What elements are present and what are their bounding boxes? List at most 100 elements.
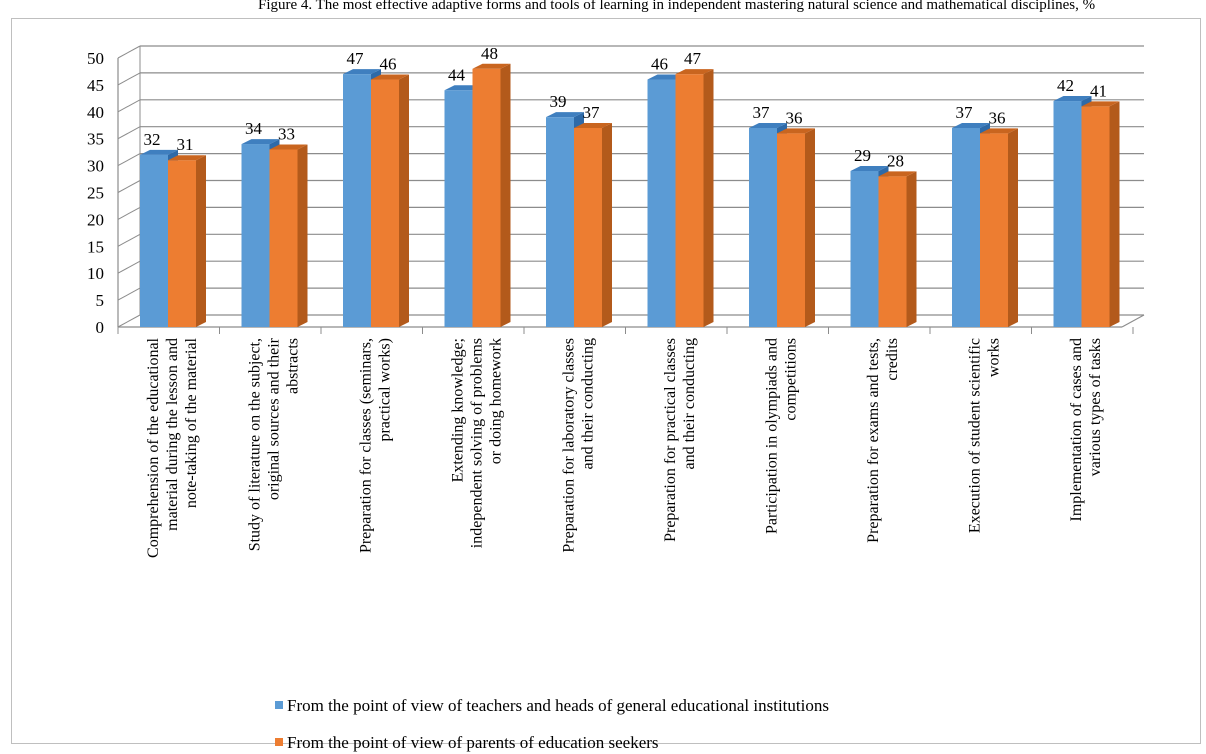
data-label: 32 bbox=[144, 130, 161, 149]
bar-top bbox=[574, 122, 612, 128]
bar-top bbox=[343, 69, 381, 75]
y-tick-label: 30 bbox=[87, 157, 104, 176]
legend-item-teachers: From the point of view of teachers and h… bbox=[275, 695, 829, 717]
bar-front bbox=[850, 170, 879, 327]
x-category-label: Preparation for practical classes and the… bbox=[662, 338, 698, 542]
bar-front bbox=[952, 127, 980, 327]
figure-caption: Figure 4. The most effective adaptive fo… bbox=[0, 0, 1206, 16]
data-label: 34 bbox=[245, 119, 263, 138]
bar-side bbox=[399, 74, 409, 328]
bar-front bbox=[1053, 101, 1082, 327]
bar-front bbox=[1081, 106, 1110, 327]
gridline-depth bbox=[117, 260, 141, 274]
bar-top bbox=[140, 149, 178, 155]
bar-side bbox=[1008, 128, 1018, 327]
data-label: 31 bbox=[177, 135, 194, 154]
bar-side bbox=[703, 69, 714, 327]
x-category-label-line: Preparation for classes (seminars, bbox=[358, 338, 375, 553]
data-label: 33 bbox=[278, 124, 295, 143]
gridline-depth bbox=[117, 233, 141, 247]
bar-top bbox=[980, 128, 1018, 134]
bar-front bbox=[444, 90, 473, 327]
bar-side bbox=[196, 155, 206, 327]
x-category-label-line: Preparation for exams and tests, bbox=[865, 338, 882, 543]
x-category-label-line: Preparation for laboratory classes bbox=[561, 338, 578, 553]
data-label: 29 bbox=[854, 146, 871, 165]
y-tick-label: 0 bbox=[96, 318, 105, 337]
data-label: 47 bbox=[347, 49, 365, 68]
data-label: 37 bbox=[753, 103, 771, 122]
x-category-label-line: material during the lesson and bbox=[164, 338, 181, 531]
gridline-depth bbox=[117, 314, 141, 328]
legend-swatch-parents bbox=[275, 738, 283, 746]
gridline-depth bbox=[117, 45, 141, 59]
bar-front bbox=[647, 79, 676, 328]
x-category-label-line: Comprehension of the educational bbox=[145, 337, 162, 557]
bar-top bbox=[675, 69, 714, 75]
bar-top bbox=[371, 74, 409, 80]
data-label: 37 bbox=[956, 103, 974, 122]
x-category-label-line: and their conducting bbox=[580, 338, 597, 470]
bar-front bbox=[472, 68, 501, 327]
data-label: 48 bbox=[481, 44, 498, 63]
y-tick-label: 20 bbox=[87, 210, 104, 229]
x-category-label-line: independent solving of problems bbox=[469, 338, 486, 548]
x-category-label-line: Preparation for practical classes bbox=[662, 338, 679, 542]
bar-front bbox=[777, 133, 805, 327]
x-category-label-line: note-taking of the material bbox=[183, 337, 200, 508]
x-category-label: Preparation for exams and tests, credits bbox=[865, 338, 901, 543]
y-tick-label: 10 bbox=[87, 264, 104, 283]
gridline-depth bbox=[117, 180, 141, 193]
bar-top bbox=[777, 128, 815, 134]
x-category-label-line: works bbox=[986, 338, 1003, 377]
figure-caption-text: Figure 4. The most effective adaptive fo… bbox=[258, 0, 1096, 13]
bar-front bbox=[269, 149, 298, 327]
x-category-label: Study of literature on the subject, origi… bbox=[247, 337, 302, 551]
bar-front bbox=[168, 160, 196, 327]
bar-front bbox=[343, 74, 371, 327]
x-category-label: Execution of student scientific works bbox=[967, 338, 1003, 533]
gridline-depth bbox=[117, 126, 141, 140]
bar-front bbox=[140, 154, 168, 327]
x-category-label-line: Implementation of cases and bbox=[1068, 338, 1085, 522]
legend-swatch-teachers bbox=[275, 701, 283, 709]
bar-top bbox=[168, 155, 206, 161]
y-tick-label: 45 bbox=[87, 76, 104, 95]
bar-front bbox=[241, 144, 270, 327]
bar-top bbox=[878, 171, 917, 177]
x-category-label: Extending knowledge; independent solving … bbox=[450, 338, 505, 548]
y-tick-label: 5 bbox=[96, 291, 105, 310]
x-category-label-line: Execution of student scientific bbox=[967, 338, 984, 533]
x-category-label-line: or doing homework bbox=[488, 338, 505, 464]
x-category-label-line: practical works) bbox=[377, 338, 394, 442]
data-label: 42 bbox=[1057, 76, 1074, 95]
bar-side bbox=[602, 122, 612, 327]
x-category-label: Preparation for classes (seminars, practi… bbox=[358, 338, 394, 553]
bar-top bbox=[269, 144, 308, 150]
legend-label-parents: From the point of view of parents of edu… bbox=[287, 733, 659, 752]
bar-top bbox=[1053, 96, 1092, 102]
y-tick-label: 50 bbox=[87, 49, 104, 68]
bar-side bbox=[1109, 101, 1120, 327]
bar-top bbox=[472, 63, 511, 69]
bar-front bbox=[980, 133, 1008, 327]
x-category-label: Implementation of cases and various types… bbox=[1068, 338, 1104, 522]
bar-top bbox=[952, 122, 990, 128]
x-category-label: Preparation for laboratory classes and th… bbox=[561, 338, 597, 553]
x-category-label-line: and their conducting bbox=[681, 338, 698, 470]
x-category-label-line: competitions bbox=[783, 338, 800, 421]
x-category-label-line: various types of tasks bbox=[1087, 338, 1104, 476]
gridline-depth bbox=[117, 72, 141, 86]
data-label: 46 bbox=[651, 55, 668, 74]
bar-top bbox=[749, 122, 787, 128]
bar-side bbox=[500, 63, 511, 327]
x-category-label: Participation in olympiads and competitio… bbox=[764, 338, 800, 534]
y-tick-label: 15 bbox=[87, 237, 104, 256]
y-tick-label: 35 bbox=[87, 130, 104, 149]
bar-front bbox=[371, 79, 399, 328]
bar-front bbox=[574, 127, 602, 327]
data-label: 44 bbox=[448, 65, 466, 84]
gridline-depth bbox=[117, 153, 141, 167]
bar-front bbox=[749, 127, 777, 327]
